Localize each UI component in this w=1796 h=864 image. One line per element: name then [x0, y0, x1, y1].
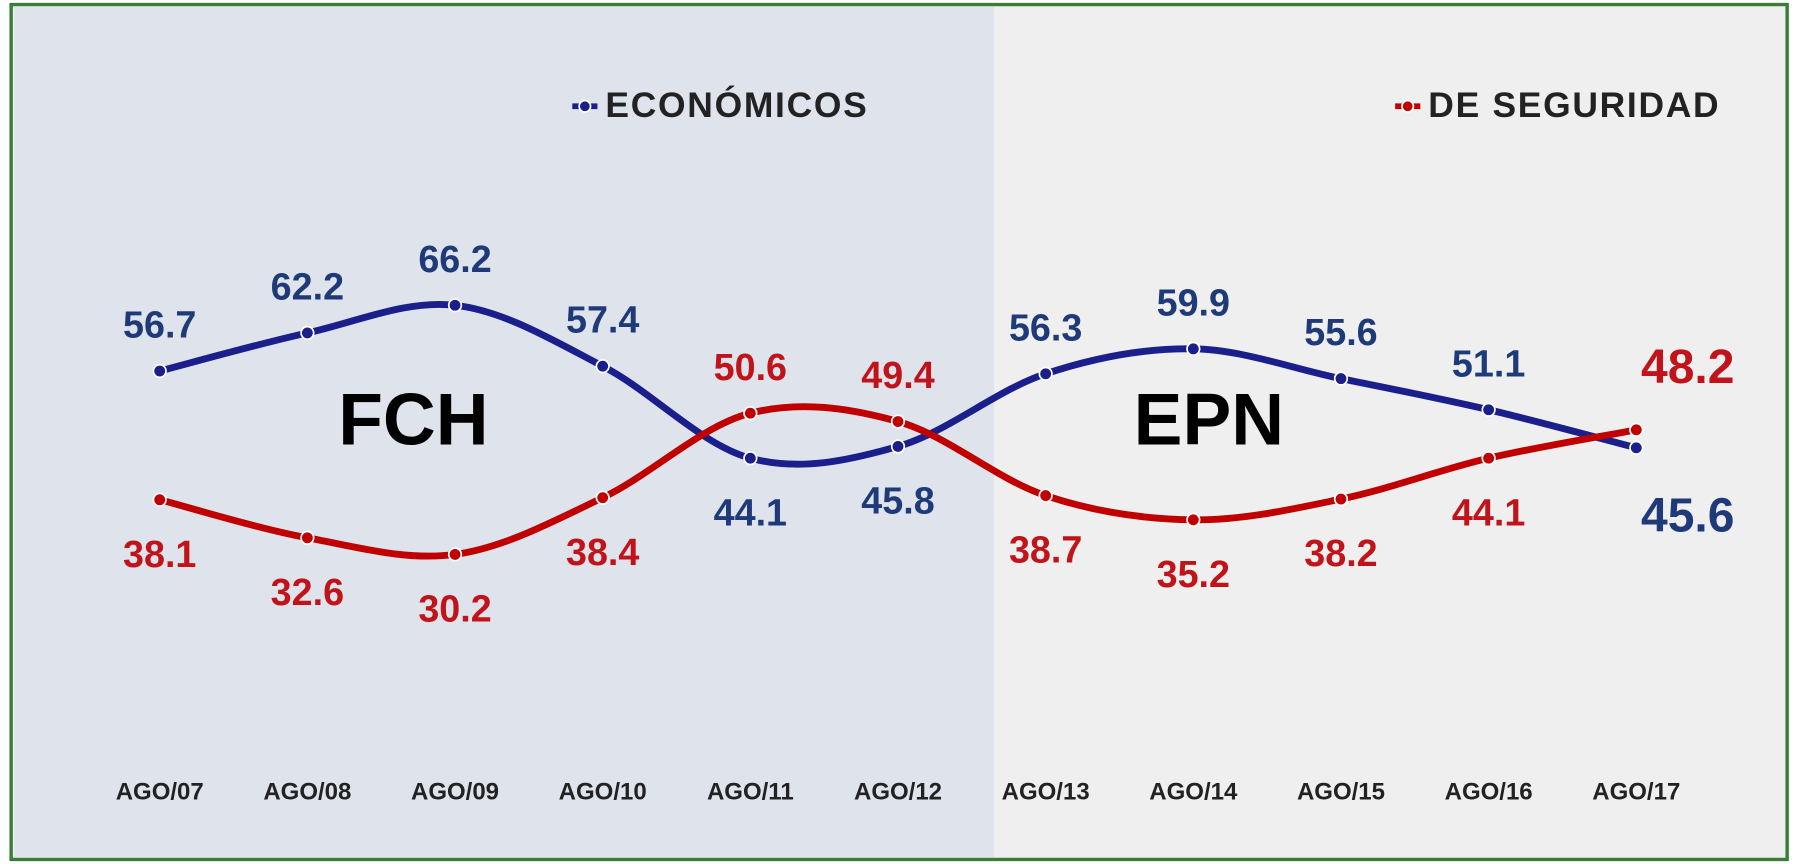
data-label: 66.2	[418, 238, 491, 280]
data-label: 49.4	[861, 354, 934, 396]
data-label: 56.7	[123, 304, 196, 346]
data-label: 48.2	[1641, 341, 1734, 394]
data-label: 38.4	[566, 531, 639, 573]
data-point	[1038, 488, 1053, 503]
x-tick-label: AGO/13	[1002, 778, 1090, 805]
data-point	[1481, 451, 1496, 466]
x-tick-label: AGO/17	[1592, 778, 1680, 805]
data-point	[152, 492, 167, 507]
data-label: 45.6	[1641, 489, 1734, 542]
x-tick-label: AGO/11	[707, 778, 794, 805]
data-label: 45.8	[861, 480, 934, 522]
x-tick-label: AGO/14	[1149, 778, 1238, 805]
data-label: 44.1	[714, 491, 787, 533]
fch-panel	[13, 6, 994, 858]
data-point	[595, 359, 610, 374]
data-point	[743, 451, 758, 466]
data-label: 44.1	[1452, 491, 1525, 533]
x-tick-label: AGO/12	[854, 778, 942, 805]
data-point	[1038, 366, 1053, 381]
data-label: 55.6	[1304, 311, 1377, 353]
data-point	[1333, 371, 1349, 386]
data-label: 57.4	[566, 299, 639, 341]
data-point	[152, 363, 167, 379]
data-point	[743, 406, 758, 421]
legend-label: ECONÓMICOS	[605, 85, 868, 125]
data-point	[1629, 440, 1644, 455]
data-point	[447, 547, 463, 562]
x-tick-label: AGO/16	[1445, 778, 1533, 805]
data-label: 30.2	[418, 588, 491, 630]
legend-marker	[1401, 99, 1415, 113]
x-tick-label: AGO/07	[116, 778, 204, 805]
data-label: 38.1	[123, 533, 196, 575]
frame	[9, 2, 1789, 862]
annotation: EPN	[1134, 379, 1284, 460]
legend-label: DE SEGURIDAD	[1428, 85, 1720, 125]
data-point	[1186, 512, 1201, 527]
data-point	[300, 325, 315, 341]
data-point	[890, 414, 906, 429]
data-label: 32.6	[271, 571, 344, 613]
data-label: 51.1	[1452, 342, 1525, 384]
annotation: FCH	[338, 379, 488, 460]
data-point	[1481, 402, 1496, 417]
data-point	[595, 490, 610, 505]
data-label: 38.2	[1304, 532, 1377, 574]
data-label: 62.2	[271, 265, 344, 307]
x-tick-label: AGO/08	[263, 778, 351, 805]
data-point	[890, 439, 906, 454]
epn-panel	[994, 6, 1788, 858]
data-point	[1333, 491, 1349, 507]
x-tick-label: AGO/09	[411, 778, 499, 805]
x-tick-label: AGO/10	[559, 778, 647, 805]
data-point	[447, 298, 463, 313]
data-point	[1629, 422, 1644, 437]
legend-marker	[578, 99, 592, 113]
data-label: 38.7	[1009, 529, 1082, 571]
data-label: 56.3	[1009, 306, 1082, 348]
data-point	[1186, 341, 1201, 356]
data-label: 50.6	[714, 346, 787, 388]
x-tick-label: AGO/15	[1297, 778, 1385, 805]
data-label: 35.2	[1157, 553, 1230, 595]
data-point	[300, 530, 315, 545]
data-label: 59.9	[1157, 281, 1230, 323]
